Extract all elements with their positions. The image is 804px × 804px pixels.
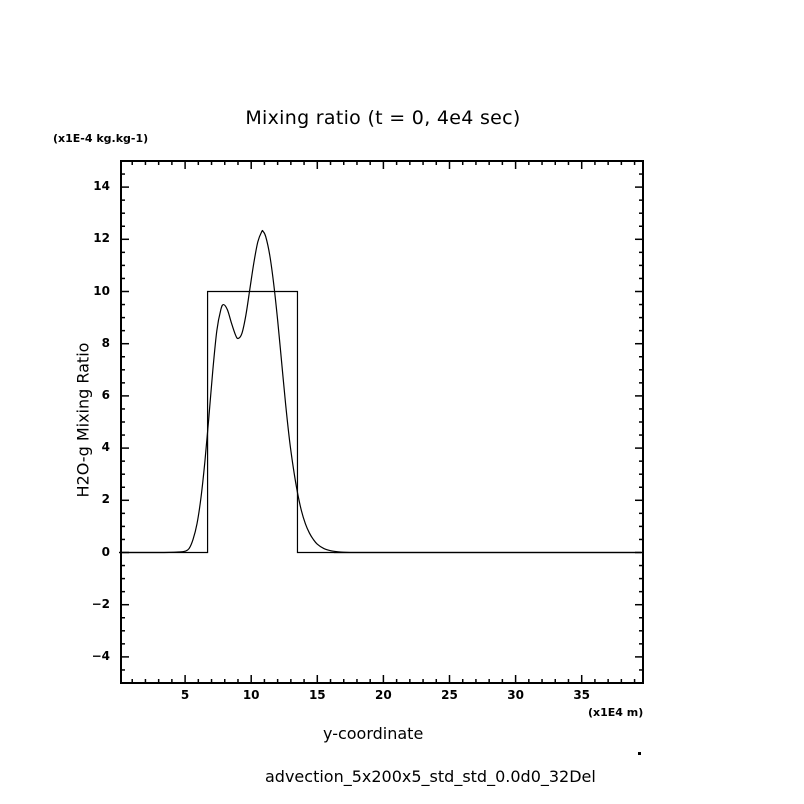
y-tick-label: 14: [93, 179, 110, 194]
x-axis-unit-label: (x1E4 m): [588, 706, 644, 719]
y-tick-label: −2: [91, 596, 110, 611]
x-tick-label: 15: [308, 688, 326, 702]
footer-caption: advection_5x200x5_std_std_0.0d0_32Del: [265, 767, 596, 786]
y-tick-label: −4: [91, 648, 110, 663]
x-tick-label: 25: [441, 688, 458, 702]
x-tick-label: 35: [573, 688, 591, 702]
y-tick-label: 6: [101, 387, 110, 402]
plot-frame: [120, 160, 644, 684]
y-axis-label: H2O-g Mixing Ratio: [73, 342, 93, 498]
x-tick-label: 10: [242, 688, 260, 702]
x-tick-label: 5: [180, 688, 190, 702]
initial-square-wave: [119, 290, 642, 554]
y-tick-label: 10: [93, 283, 110, 298]
advected-curve: [118, 229, 642, 554]
footer-dot: [638, 752, 641, 755]
y-tick-label: 8: [101, 335, 110, 350]
axis-ticks: [121, 161, 643, 683]
x-tick-label: 30: [507, 688, 524, 702]
x-axis-label: y-coordinate: [323, 724, 424, 743]
x-tick-label: 20: [375, 688, 392, 702]
data-series: [118, 229, 642, 554]
y-tick-label: 4: [101, 440, 110, 455]
y-tick-label: 2: [101, 492, 110, 507]
y-axis-unit-label: (x1E-4 kg.kg-1): [53, 132, 149, 145]
y-tick-label: 12: [93, 231, 110, 246]
chart-title: Mixing ratio (t = 0, 4e4 sec): [245, 107, 521, 129]
y-tick-label: 0: [101, 544, 110, 559]
